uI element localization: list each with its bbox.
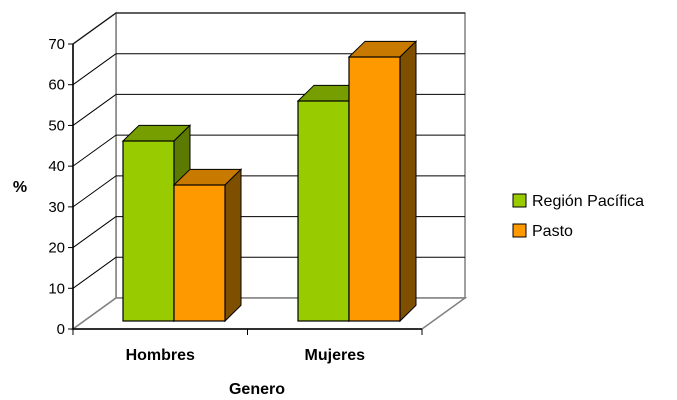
x-axis-title: Genero <box>229 381 285 398</box>
side-wall <box>72 11 117 331</box>
y-tick-label: 70 <box>48 36 65 53</box>
y-axis: 0 10 20 30 40 50 60 70 <box>48 36 74 338</box>
y-tick-label: 60 <box>48 77 65 94</box>
gridline-side <box>72 256 117 289</box>
gridline-side <box>72 216 117 248</box>
y-tick-label: 20 <box>48 240 65 257</box>
legend-swatch <box>512 223 527 238</box>
bar-1-0 <box>297 100 350 322</box>
legend-label: Región Pacífica <box>532 193 644 210</box>
legend-label: Pasto <box>532 223 573 240</box>
x-axis: Hombres Mujeres <box>72 328 423 364</box>
y-tick-label: 0 <box>57 321 65 338</box>
y-tick-label: 30 <box>48 199 65 216</box>
bar-1-1 <box>348 56 401 322</box>
y-tick-label: 10 <box>48 280 65 297</box>
gridline-side <box>72 53 117 86</box>
bar-0-0 <box>122 140 175 322</box>
gridline-side <box>72 94 117 126</box>
x-tick-label: Mujeres <box>305 347 366 364</box>
legend: Región Pacífica Pasto <box>512 193 644 240</box>
gridline-side <box>72 175 117 208</box>
x-tick-label: Hombres <box>126 347 195 364</box>
bar-side <box>399 40 417 323</box>
bars <box>121 40 418 323</box>
y-tick-label: 40 <box>48 158 65 175</box>
y-axis-title: % <box>13 179 27 196</box>
bar-side <box>224 168 242 323</box>
bar-0-1 <box>173 184 226 322</box>
gridline-side <box>72 12 117 45</box>
legend-swatch <box>512 193 527 208</box>
y-tick-label: 50 <box>48 117 65 134</box>
gridline-side <box>72 134 117 167</box>
